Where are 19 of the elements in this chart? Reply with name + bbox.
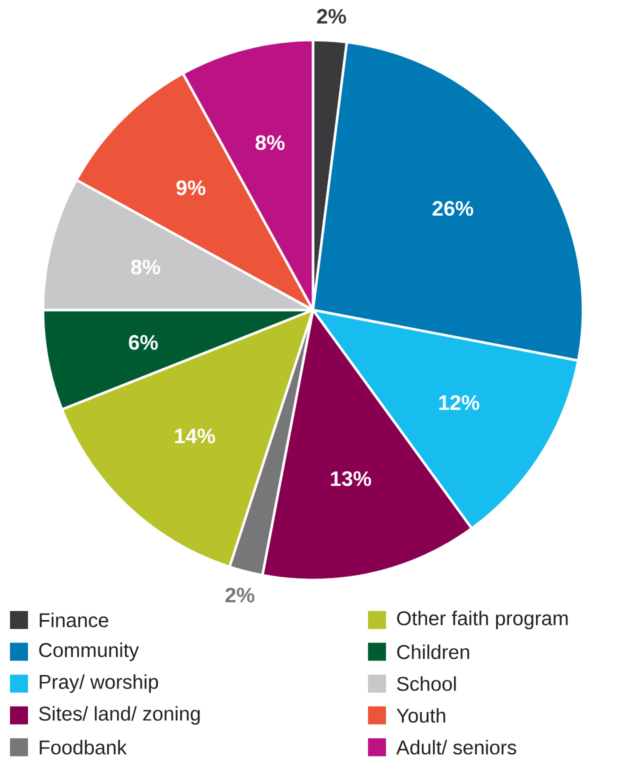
data-label: 8% xyxy=(256,135,285,150)
data-label: 2% xyxy=(225,588,254,602)
legend-label: School xyxy=(397,676,456,691)
data-label: 13% xyxy=(331,471,372,486)
legend-label: Adult/ seniors xyxy=(396,740,516,755)
legend-label: Other faith program xyxy=(397,610,568,630)
data-label: 14% xyxy=(175,428,216,444)
data-label: 12% xyxy=(439,395,480,410)
data-label: 26% xyxy=(432,201,474,216)
data-label: 6% xyxy=(128,334,158,350)
legend-label: Foodbank xyxy=(40,740,127,755)
legend-label: Children xyxy=(397,644,470,660)
data-label: 9% xyxy=(176,180,206,196)
legend-label: Finance xyxy=(40,612,108,628)
legend-label: Community xyxy=(39,642,139,662)
legend-label: Sites/ land/ zoning xyxy=(39,706,200,725)
legend-label: Youth xyxy=(396,708,446,723)
legend-label: Pray/ worship xyxy=(40,674,158,693)
data-label: 2% xyxy=(317,8,346,24)
